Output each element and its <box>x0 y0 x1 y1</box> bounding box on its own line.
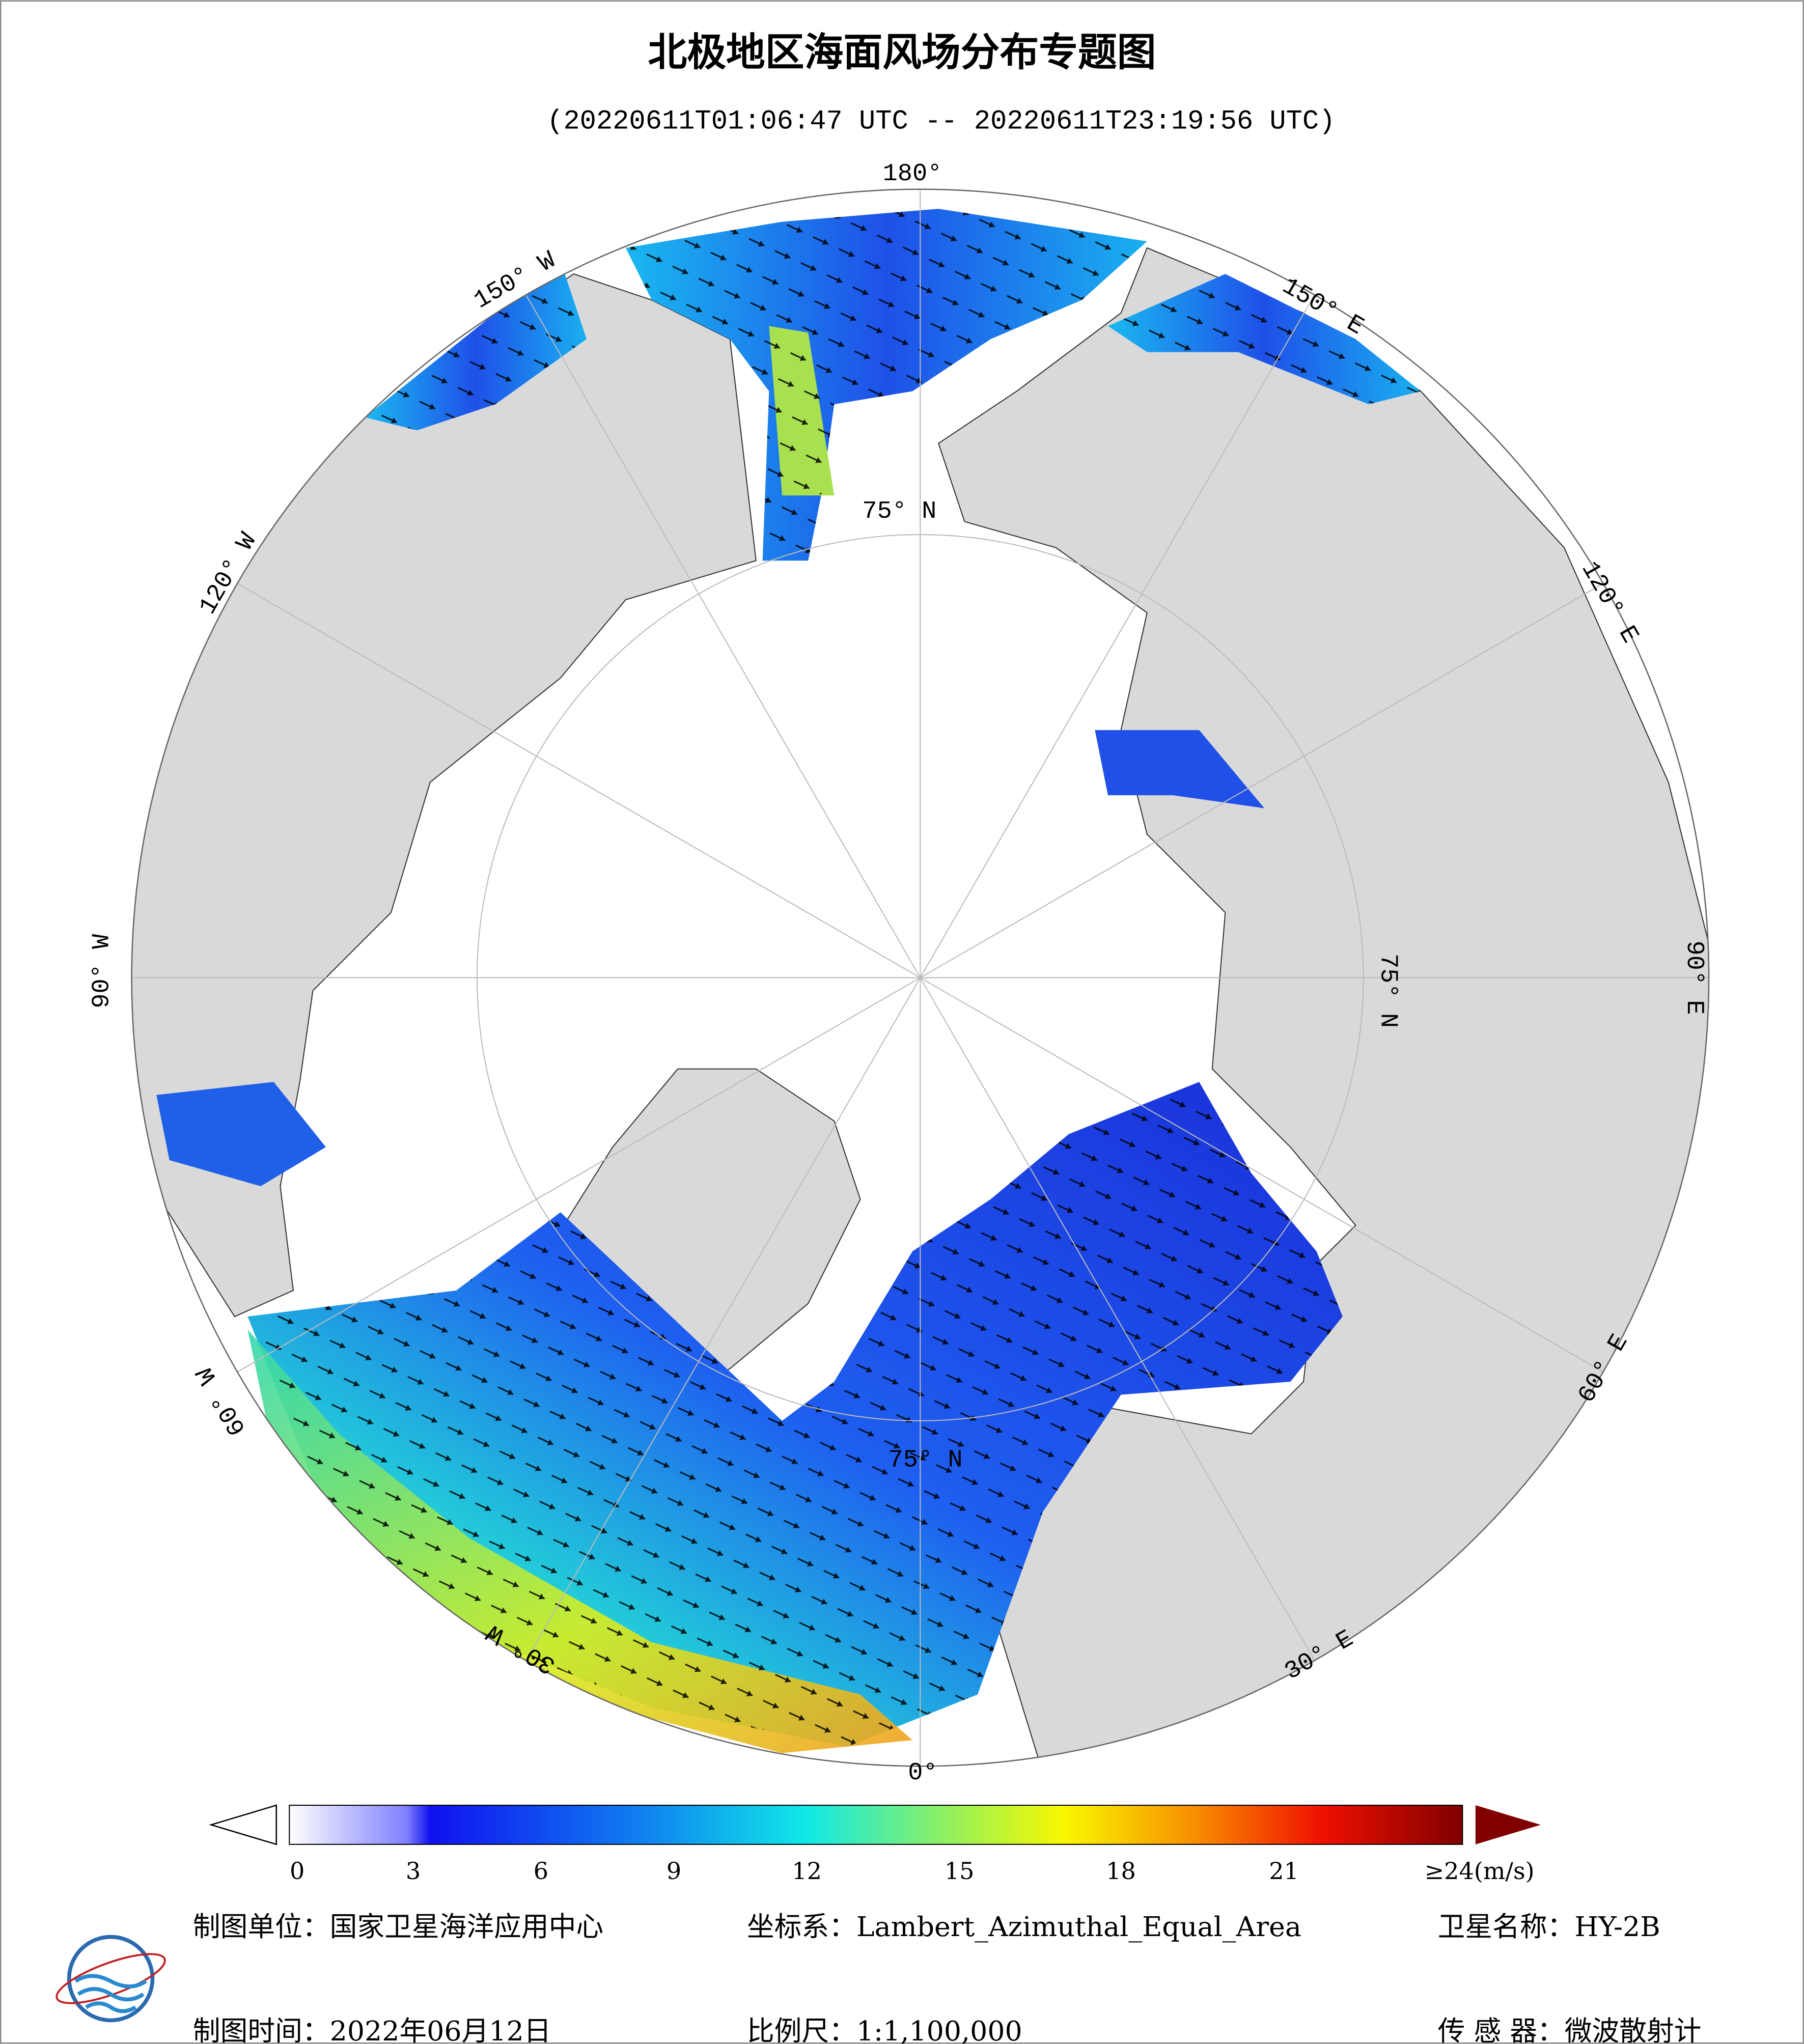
latitude-label: 75° N <box>1374 954 1402 1028</box>
footer-scale: 比例尺：1:1,100,000 <box>747 2015 1022 2044</box>
longitude-label: 180° <box>883 160 942 188</box>
colorbar-tick-label: 3 <box>406 1857 421 1885</box>
meridian <box>525 294 921 978</box>
meridian <box>525 977 921 1661</box>
footer-satellite: 卫星名称：HY-2B <box>1438 1911 1660 1943</box>
colorbar-tick-label: ≥24(m/s) <box>1425 1857 1535 1885</box>
colorbar-tick-label: 6 <box>534 1857 548 1885</box>
meridian <box>920 294 1315 978</box>
colorbar-tick-label: 9 <box>667 1857 681 1885</box>
meridian <box>237 583 921 978</box>
colorbar: 0 3 6 9 12 15 18 21 ≥24(m/s) <box>209 1804 1541 1885</box>
longitude-label: 0° <box>908 1759 937 1787</box>
footer-date: 制图时间：2022年06月12日 <box>193 2015 551 2044</box>
longitude-label: 90° W <box>88 934 116 1009</box>
colorbar-tick-label: 12 <box>792 1857 822 1885</box>
latitude-labels: 75° N 75° N 75° N <box>862 497 1402 1474</box>
colorbar-min-arrow <box>209 1804 277 1845</box>
colorbar-scale <box>289 1805 1463 1845</box>
longitude-label: 90° E <box>1680 941 1708 1015</box>
title: 北极地区海面风场分布专题图 <box>648 30 1156 75</box>
meridian <box>920 977 1315 1661</box>
wind-hudson <box>156 1082 326 1187</box>
colorbar-tick-label: 0 <box>290 1857 304 1885</box>
meridians <box>131 189 1709 1767</box>
colorbar-tick-label: 15 <box>945 1857 975 1885</box>
colorbar-tick-label: 21 <box>1269 1857 1299 1885</box>
logo <box>55 1935 166 2023</box>
footer-crs: 坐标系：Lambert_Azimuthal_Equal_Area <box>747 1911 1301 1943</box>
latitude-label: 75° N <box>889 1446 963 1474</box>
wind-laptev <box>1095 730 1265 808</box>
footer-unit: 制图单位：国家卫星海洋应用中心 <box>193 1911 603 1943</box>
footer-sensor: 传 感 器：微波散射计 <box>1438 2015 1702 2044</box>
subtitle: (20220611T01:06:47 UTC -- 20220611T23:19… <box>547 106 1335 137</box>
latitude-label: 75° N <box>862 497 936 525</box>
colorbar-ticks: 0 3 6 9 12 15 18 21 ≥24(m/s) <box>290 1857 1535 1885</box>
map <box>131 189 1709 1767</box>
meridian <box>237 977 921 1373</box>
colorbar-tick-label: 18 <box>1106 1857 1136 1885</box>
wind-arrows <box>247 209 1421 1747</box>
meridian <box>920 977 1604 1373</box>
meridian <box>920 583 1604 978</box>
colorbar-max-arrow <box>1475 1805 1541 1844</box>
map-border <box>131 188 1710 1767</box>
